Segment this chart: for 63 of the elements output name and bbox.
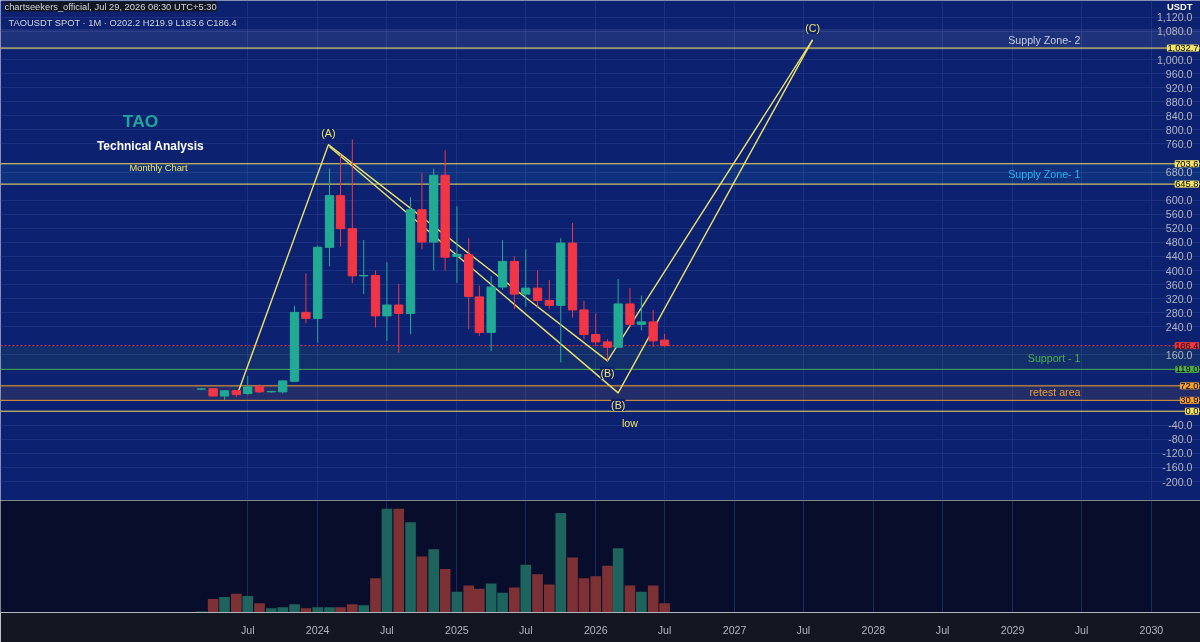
band-label: Supply Zone- 2 (1008, 33, 1081, 46)
annotation: chartseekers_official, Jul 29, 2026 08:30 UTC+5:30 (4, 1, 217, 12)
y-tick-label: -80.0 (1168, 433, 1193, 446)
x-tick-label: 2029 (1000, 623, 1025, 636)
x-tick-label: 2025 (445, 623, 469, 636)
y-tick-label: 1,120.0 (1156, 11, 1193, 24)
annotation: Monthly Chart (129, 162, 188, 173)
annotation: (A) (321, 126, 336, 139)
y-tick-label: -200.0 (1162, 475, 1193, 488)
annotation: (B) (600, 366, 615, 379)
x-tick-label: Jul (518, 623, 533, 636)
y-tick-label: 960.0 (1165, 67, 1193, 80)
ref-line-label: 703.6 (1175, 158, 1199, 169)
text: TAO (122, 110, 159, 131)
y-tick-label: 520.0 (1165, 222, 1193, 235)
y-tick-label: 400.0 (1165, 264, 1193, 277)
y-tick-label: 280.0 (1165, 306, 1193, 319)
ref-line-label: 72.0 (1180, 380, 1199, 391)
y-tick-label: 800.0 (1165, 123, 1193, 136)
x-tick-label: Jul (796, 623, 811, 636)
band-label: Support - 1 (1027, 351, 1081, 364)
y-tick-label: 1,080.0 (1156, 25, 1193, 38)
text: Technical Analysis (96, 138, 204, 153)
x-tick-label: 2027 (722, 623, 747, 636)
y-tick-label: 240.0 (1165, 320, 1193, 333)
y-axis-title: USDT (1167, 1, 1193, 12)
y-tick-label: 1,000.0 (1156, 53, 1193, 66)
annotation: (C) (805, 21, 820, 34)
ref-line-label: 119.0 (1175, 364, 1199, 375)
ref-line-label: 0.0 (1185, 406, 1199, 417)
y-tick-label: 600.0 (1165, 194, 1193, 207)
y-tick-label: 320.0 (1165, 292, 1193, 305)
y-tick-label: 560.0 (1165, 208, 1193, 221)
y-tick-label: 160.0 (1165, 348, 1193, 361)
ref-line-label: 30.9 (1180, 395, 1199, 406)
y-tick-label: 920.0 (1165, 81, 1193, 94)
x-tick-label: 2026 (583, 623, 608, 636)
band-label: retest area (1029, 386, 1081, 399)
x-tick-label: 2030 (1139, 623, 1164, 636)
band-label: Supply Zone- 1 (1008, 167, 1081, 180)
annotation: low (621, 417, 639, 430)
x-tick-label: Jul (380, 623, 394, 636)
x-tick-label: Jul (1074, 623, 1089, 636)
y-tick-label: 480.0 (1165, 236, 1193, 249)
y-tick-label: -160.0 (1162, 461, 1193, 474)
y-tick-label: 360.0 (1165, 278, 1193, 291)
y-tick-label: 760.0 (1165, 137, 1193, 150)
y-tick-label: -120.0 (1162, 447, 1193, 460)
ref-line-label: 186.4 (1175, 340, 1199, 351)
y-tick-label: 680.0 (1165, 166, 1193, 179)
x-tick-label: Jul (657, 623, 672, 636)
ref-line-label: 1,032.7 (1167, 43, 1199, 54)
ref-line-label: 645.8 (1175, 179, 1199, 190)
annotation: (B) (611, 398, 626, 411)
y-tick-label: 440.0 (1165, 250, 1193, 263)
x-tick-label: Jul (240, 623, 255, 636)
x-tick-label: 2028 (861, 623, 886, 636)
annotation: TAOUSDT SPOT · 1M · O202.2 H219.9 L183.6 C186.4 (8, 17, 237, 28)
x-tick-label: Jul (935, 623, 950, 636)
y-tick-label: 840.0 (1165, 109, 1193, 122)
y-tick-label: 880.0 (1165, 95, 1193, 108)
y-tick-label: -40.0 (1168, 419, 1193, 432)
x-tick-label: 2024 (305, 623, 330, 636)
